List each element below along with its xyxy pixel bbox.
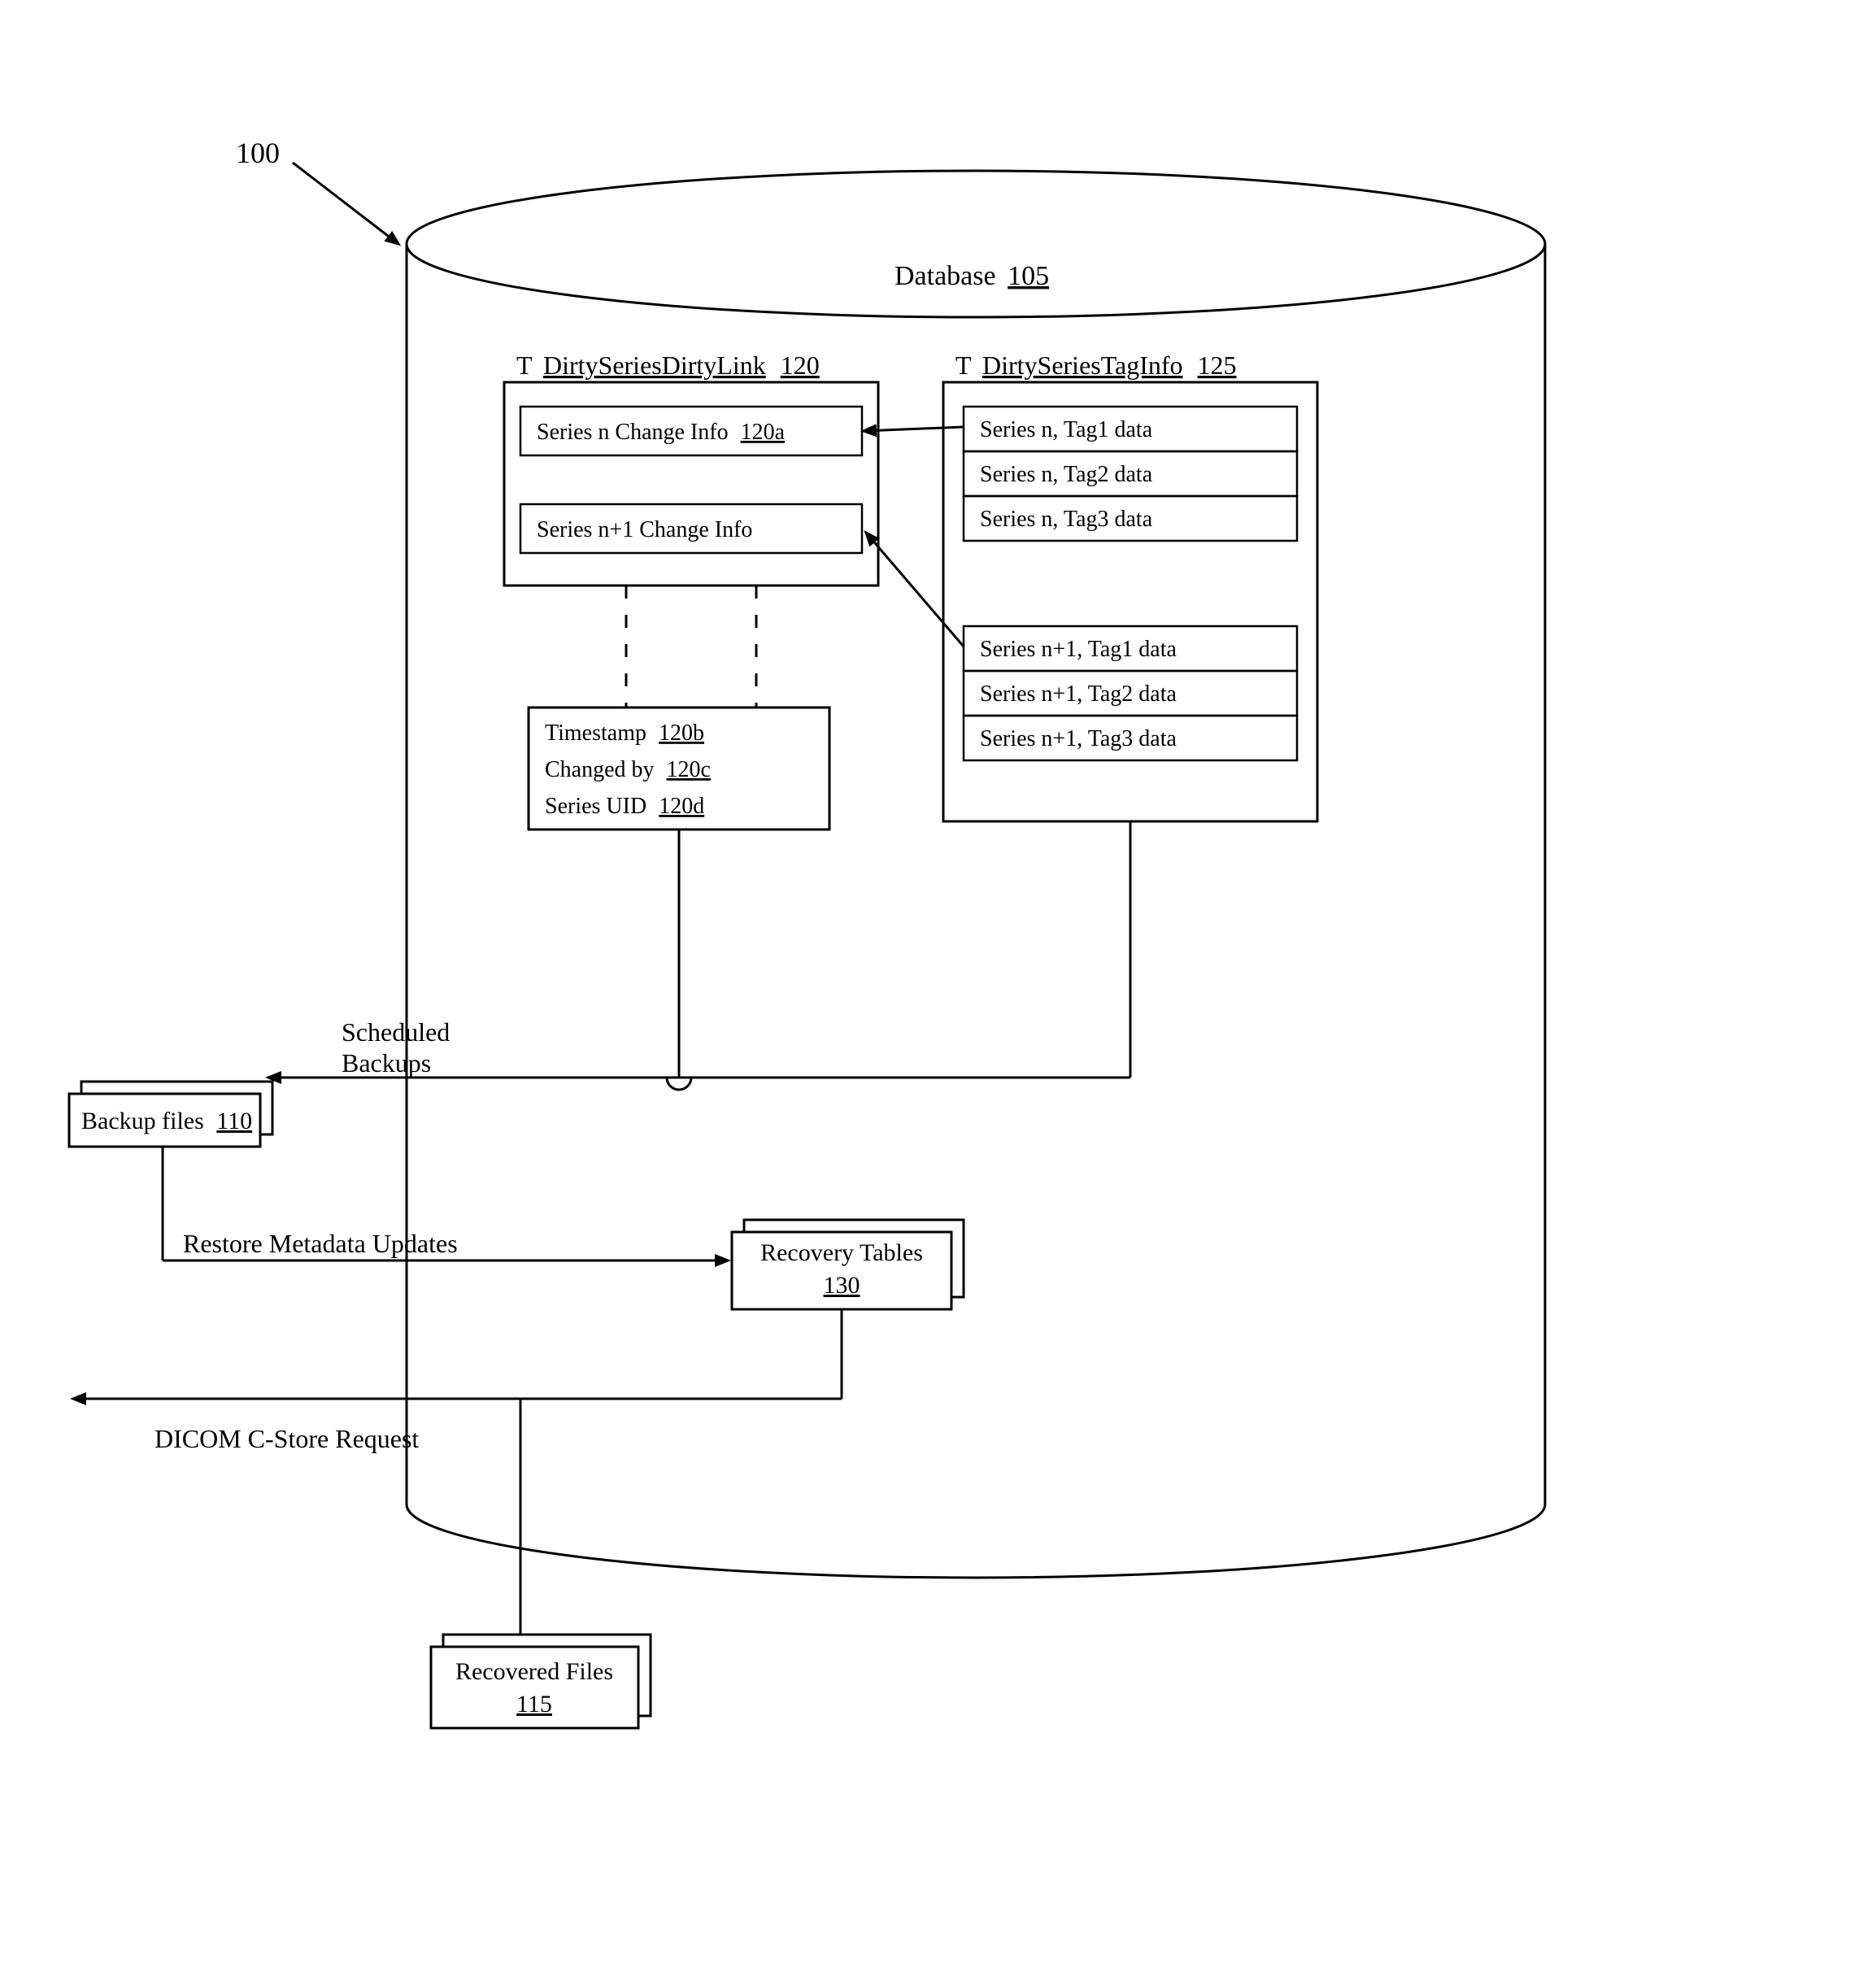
svg-text:Series UID 120d: Series UID 120d (545, 794, 704, 819)
junction-arc (667, 1078, 691, 1090)
svg-text:Recovery Tables: Recovery Tables (760, 1239, 923, 1266)
svg-text:Series n, Tag2 data: Series n, Tag2 data (980, 462, 1153, 487)
dirty-link-row0: Series n Change Info 120a (537, 420, 786, 445)
dirty-link-table: T DirtySeriesDirtyLink 120 Series n Chan… (504, 350, 878, 586)
scheduled-backups-l1: Scheduled (342, 1017, 450, 1047)
figure-ref-text: 100 (236, 137, 280, 169)
svg-text:Series n, Tag3 data: Series n, Tag3 data (980, 507, 1153, 532)
dirty-link-title: T DirtySeriesDirtyLink 120 (516, 350, 820, 380)
cstore-label: DICOM C-Store Request (155, 1424, 419, 1453)
scheduled-backups-l2: Backups (342, 1048, 431, 1078)
dirty-link-row1: Series n+1 Change Info (537, 517, 752, 542)
svg-text:Changed by 120c: Changed by 120c (545, 757, 711, 782)
arrow-taginfo-b-to-row1 (866, 533, 964, 647)
figure-ref-arrow (293, 163, 398, 244)
svg-text:115: 115 (516, 1691, 552, 1718)
recovered-files-box: Recovered Files 115 (431, 1635, 651, 1728)
svg-text:Series n+1, Tag1 data: Series n+1, Tag1 data (980, 637, 1177, 662)
svg-text:Timestamp 120b: Timestamp 120b (545, 721, 704, 746)
tag-info-title: T DirtySeriesTagInfo 125 (955, 350, 1237, 380)
database-label: Database 105 (894, 261, 1049, 291)
svg-text:Series n, Tag1 data: Series n, Tag1 data (980, 417, 1153, 442)
tag-info-table: T DirtySeriesTagInfo 125 Series n, Tag1 … (943, 350, 1317, 821)
svg-text:Series n+1, Tag2 data: Series n+1, Tag2 data (980, 681, 1177, 707)
svg-text:Recovered Files: Recovered Files (455, 1658, 613, 1685)
restore-updates-label: Restore Metadata Updates (183, 1229, 458, 1258)
architecture-diagram: 100 Database 105 T DirtySeriesDirtyLink … (0, 0, 1876, 1981)
svg-text:Series n+1, Tag3 data: Series n+1, Tag3 data (980, 726, 1177, 751)
backup-files-box: Backup files 110 (69, 1082, 272, 1147)
detail-box: Timestamp 120b Changed by 120c Series UI… (529, 708, 829, 829)
svg-text:130: 130 (824, 1272, 860, 1299)
svg-text:Backup files 110: Backup files 110 (81, 1108, 252, 1134)
recovery-tables-box: Recovery Tables 130 (732, 1220, 964, 1309)
